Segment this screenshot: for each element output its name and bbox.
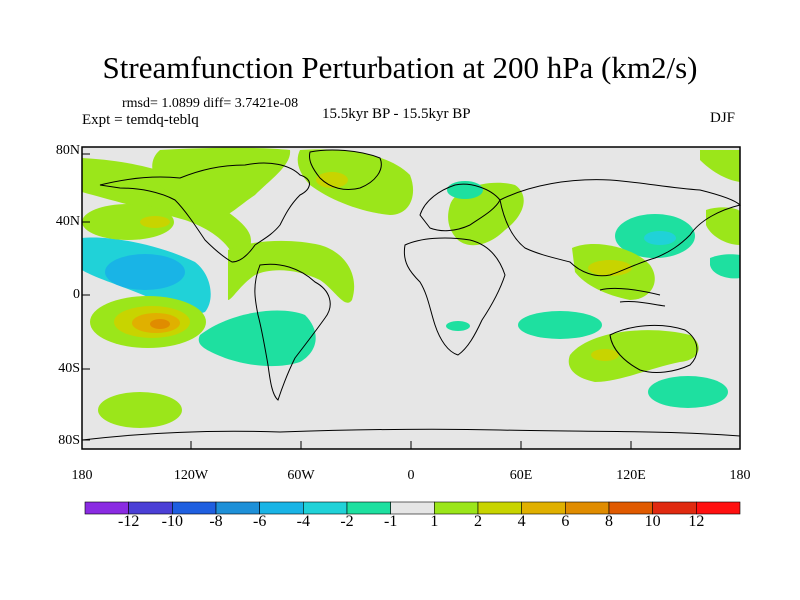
lat-label-0: 0 xyxy=(73,287,80,302)
region-npac-core xyxy=(316,172,348,188)
colorbar-box xyxy=(696,501,741,515)
period-label: 15.5kyr BP - 15.5kyr BP xyxy=(322,106,471,122)
stats-label: rmsd= 1.0899 diff= 3.7421e-08 xyxy=(122,96,299,111)
lon-label-120e: 120E xyxy=(616,468,646,483)
region-arctic-positive xyxy=(152,147,291,215)
colorbar-label: -8 xyxy=(209,513,223,530)
region-nepac-core xyxy=(140,216,170,228)
lon-label-180-west: 180 xyxy=(71,468,93,483)
coast-greenland xyxy=(309,149,382,191)
region-eurasia-north xyxy=(447,181,483,199)
region-satl-negative xyxy=(198,310,316,367)
region-nepac-positive xyxy=(82,204,174,240)
lat-label-40n: 40N xyxy=(55,214,80,229)
axis-ticks xyxy=(82,153,632,449)
lon-label-180-east: 180 xyxy=(729,468,751,483)
colorbar-label: 12 xyxy=(688,513,705,530)
region-npac-positive xyxy=(82,158,251,257)
region-arctic-positive2 xyxy=(297,149,414,215)
colorbar-label: -6 xyxy=(252,513,267,530)
colorbar-label: 1 xyxy=(430,513,439,530)
region-io-negative xyxy=(518,311,602,339)
region-spac-level8 xyxy=(150,319,170,329)
coast-north-america xyxy=(99,162,310,263)
season-label: DJF xyxy=(710,110,736,126)
colorbar-label: 8 xyxy=(605,513,613,530)
region-spac-south-positive xyxy=(98,392,182,428)
lat-label-40s: 40S xyxy=(58,361,80,376)
colorbar-label: 10 xyxy=(644,513,661,530)
coast-africa xyxy=(403,237,506,356)
colorbar-label: -1 xyxy=(383,513,398,530)
region-aus-positive xyxy=(568,330,699,382)
lon-label-60e: 60E xyxy=(509,468,533,483)
region-tatl-positive xyxy=(228,240,355,303)
coast-south-america xyxy=(254,263,331,401)
colorbar-label: -12 xyxy=(117,513,140,530)
colorbar-label: -2 xyxy=(340,513,354,530)
experiment-label: Expt = temdq-teblq xyxy=(82,112,199,128)
colorbar-label: 6 xyxy=(561,513,570,530)
colorbar-label: 4 xyxy=(517,513,526,530)
coast-australia xyxy=(609,325,698,373)
lon-label-120w: 120W xyxy=(173,468,209,483)
coastlines xyxy=(81,149,741,441)
region-so-negative xyxy=(648,376,728,408)
lon-label-60w: 60W xyxy=(287,468,315,483)
region-epac-edge xyxy=(706,207,740,245)
region-mc-core xyxy=(588,260,632,276)
colorbar-label: 2 xyxy=(474,513,482,530)
lat-label-80n: 80N xyxy=(55,143,80,158)
region-epac-edge2 xyxy=(710,254,740,279)
region-ea-core xyxy=(644,231,676,245)
region-io-small xyxy=(446,321,470,331)
lat-label-80s: 80S xyxy=(58,433,80,448)
chart-title: Streamfunction Perturbation at 200 hPa (… xyxy=(102,50,698,85)
coast-asia xyxy=(499,179,741,277)
colorbar xyxy=(84,501,741,515)
region-aus-core xyxy=(591,349,619,361)
coast-indonesia xyxy=(599,287,666,307)
region-arctic-east xyxy=(700,150,740,182)
region-cpac-core xyxy=(105,254,185,290)
coast-antarctica xyxy=(81,428,741,441)
contour-regions xyxy=(82,147,740,428)
colorbar-label: -10 xyxy=(161,513,183,530)
colorbar-label: -4 xyxy=(296,513,310,530)
lon-label-0: 0 xyxy=(407,468,415,483)
